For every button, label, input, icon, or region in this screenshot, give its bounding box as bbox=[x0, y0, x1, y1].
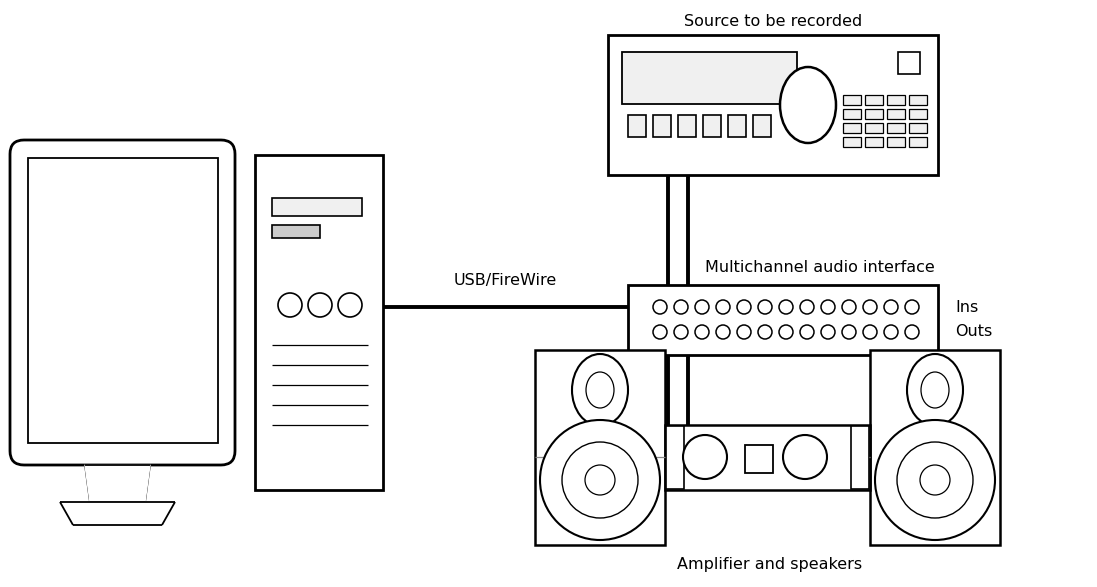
Bar bbox=[627, 115, 646, 137]
Circle shape bbox=[884, 300, 898, 314]
Bar bbox=[851, 426, 869, 489]
Bar bbox=[909, 95, 927, 105]
Circle shape bbox=[737, 325, 751, 339]
Bar bbox=[887, 95, 905, 105]
Circle shape bbox=[800, 325, 814, 339]
Circle shape bbox=[875, 420, 995, 540]
Bar bbox=[866, 95, 883, 105]
Bar bbox=[703, 115, 721, 137]
Circle shape bbox=[783, 435, 827, 479]
Circle shape bbox=[821, 325, 835, 339]
Ellipse shape bbox=[586, 372, 614, 408]
Circle shape bbox=[695, 300, 709, 314]
Bar bbox=[866, 109, 883, 119]
Circle shape bbox=[863, 325, 877, 339]
Text: Outs: Outs bbox=[955, 325, 993, 339]
Circle shape bbox=[800, 300, 814, 314]
Circle shape bbox=[562, 442, 638, 518]
Circle shape bbox=[653, 300, 667, 314]
Bar bbox=[272, 198, 362, 216]
Circle shape bbox=[674, 300, 688, 314]
Circle shape bbox=[695, 325, 709, 339]
Polygon shape bbox=[84, 465, 150, 502]
Circle shape bbox=[278, 293, 302, 317]
Text: Amplifier and speakers: Amplifier and speakers bbox=[678, 558, 862, 572]
Bar bbox=[728, 115, 746, 137]
Bar bbox=[666, 426, 685, 489]
Ellipse shape bbox=[780, 67, 836, 143]
Circle shape bbox=[905, 325, 919, 339]
Bar bbox=[678, 115, 695, 137]
Bar bbox=[842, 137, 861, 147]
Circle shape bbox=[737, 300, 751, 314]
Bar bbox=[665, 425, 870, 490]
Bar bbox=[866, 123, 883, 133]
Circle shape bbox=[716, 325, 730, 339]
Bar bbox=[866, 137, 883, 147]
Bar bbox=[909, 123, 927, 133]
Circle shape bbox=[842, 325, 856, 339]
Circle shape bbox=[884, 325, 898, 339]
Bar bbox=[255, 155, 383, 490]
Bar bbox=[909, 109, 927, 119]
Text: Ins: Ins bbox=[955, 299, 979, 315]
Polygon shape bbox=[60, 502, 176, 525]
Circle shape bbox=[920, 465, 950, 495]
Bar bbox=[898, 52, 920, 74]
Circle shape bbox=[897, 442, 973, 518]
Bar bbox=[887, 123, 905, 133]
Bar bbox=[842, 123, 861, 133]
Bar bbox=[909, 137, 927, 147]
Bar bbox=[842, 95, 861, 105]
Text: USB/FireWire: USB/FireWire bbox=[453, 273, 556, 288]
Circle shape bbox=[716, 300, 730, 314]
Text: Multichannel audio interface: Multichannel audio interface bbox=[705, 261, 935, 275]
Bar bbox=[870, 350, 1000, 545]
Circle shape bbox=[338, 293, 362, 317]
Bar bbox=[753, 115, 771, 137]
Circle shape bbox=[653, 325, 667, 339]
Bar bbox=[887, 137, 905, 147]
Circle shape bbox=[540, 420, 660, 540]
Bar bbox=[653, 115, 671, 137]
Circle shape bbox=[683, 435, 727, 479]
Ellipse shape bbox=[907, 354, 963, 426]
Circle shape bbox=[779, 325, 793, 339]
Ellipse shape bbox=[921, 372, 949, 408]
Circle shape bbox=[842, 300, 856, 314]
Circle shape bbox=[758, 325, 772, 339]
Circle shape bbox=[821, 300, 835, 314]
Bar bbox=[608, 35, 938, 175]
Circle shape bbox=[863, 300, 877, 314]
FancyBboxPatch shape bbox=[10, 140, 235, 465]
Circle shape bbox=[779, 300, 793, 314]
Bar bbox=[745, 445, 773, 473]
Circle shape bbox=[905, 300, 919, 314]
Bar bbox=[272, 225, 320, 238]
Bar bbox=[627, 285, 938, 355]
Text: Source to be recorded: Source to be recorded bbox=[683, 15, 862, 29]
Bar bbox=[887, 109, 905, 119]
Ellipse shape bbox=[572, 354, 627, 426]
Circle shape bbox=[585, 465, 615, 495]
Bar bbox=[535, 350, 665, 545]
Bar bbox=[842, 109, 861, 119]
Circle shape bbox=[758, 300, 772, 314]
Circle shape bbox=[308, 293, 332, 317]
Circle shape bbox=[674, 325, 688, 339]
Bar bbox=[29, 158, 218, 443]
Bar bbox=[622, 52, 798, 104]
